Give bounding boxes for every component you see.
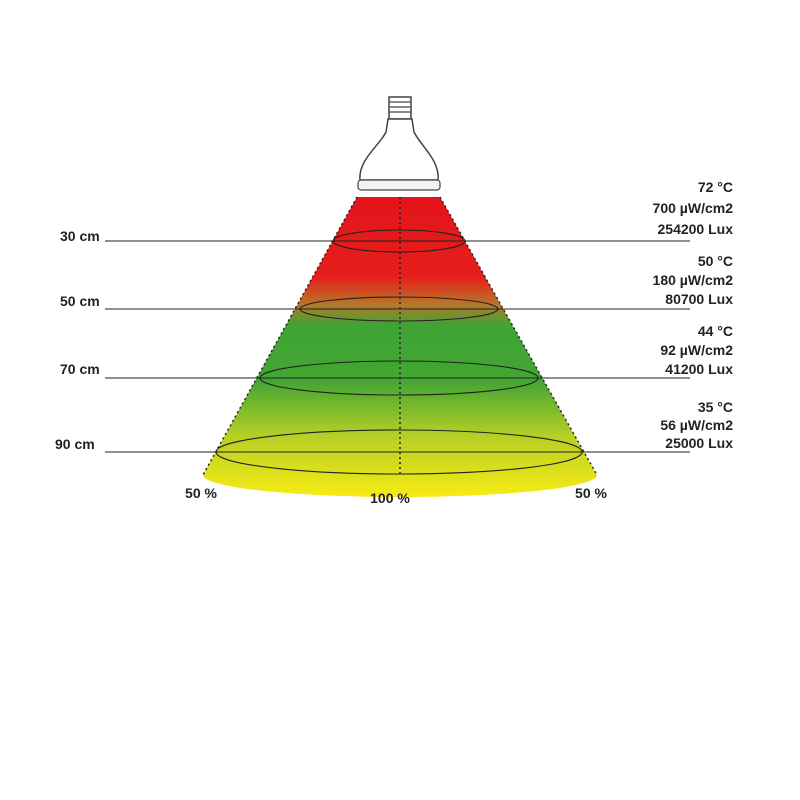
lux: 41200 Lux — [665, 361, 733, 377]
uvb: 180 µW/cm2 — [653, 272, 734, 288]
temperature: 50 °C — [698, 253, 733, 269]
lux: 80700 Lux — [665, 291, 733, 307]
bulb — [357, 96, 441, 191]
cone-edges — [202, 196, 598, 476]
uvb: 700 µW/cm2 — [653, 200, 734, 216]
distance-label: 50 cm — [60, 293, 100, 309]
distance-label: 30 cm — [60, 228, 100, 244]
lux: 25000 Lux — [665, 435, 733, 451]
distance-label: 90 cm — [55, 436, 95, 452]
lux: 254200 Lux — [658, 221, 734, 237]
temperature: 72 °C — [698, 179, 733, 195]
distance-rings — [105, 229, 690, 475]
coverage-label: 50 % — [575, 485, 607, 501]
coverage-label: 50 % — [185, 485, 217, 501]
uvb: 92 µW/cm2 — [660, 342, 733, 358]
temperature: 44 °C — [698, 323, 733, 339]
distance-label: 70 cm — [60, 361, 100, 377]
uvb: 56 µW/cm2 — [660, 417, 733, 433]
coverage-label: 100 % — [370, 490, 410, 506]
temperature: 35 °C — [698, 399, 733, 415]
